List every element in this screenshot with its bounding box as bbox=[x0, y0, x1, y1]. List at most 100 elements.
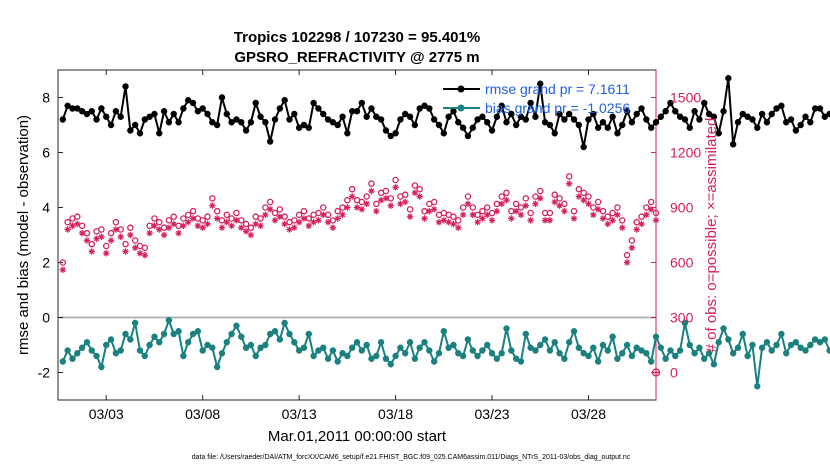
x-tick-label: 03/08 bbox=[185, 406, 220, 422]
rmse-point bbox=[74, 105, 81, 112]
rmse-point bbox=[392, 130, 399, 137]
rmse-point bbox=[729, 141, 737, 148]
rmse-point bbox=[783, 119, 790, 126]
obs-assimilated-point bbox=[541, 217, 549, 224]
rmse-point bbox=[329, 119, 337, 126]
rmse-point bbox=[527, 99, 534, 107]
bias-point bbox=[594, 358, 602, 365]
obs-assimilated-point bbox=[590, 211, 597, 219]
y-left-tick-label: 8 bbox=[42, 90, 50, 106]
bias-point bbox=[310, 352, 317, 360]
rmse-point bbox=[127, 127, 134, 134]
rmse-point bbox=[580, 143, 587, 151]
rmse-point bbox=[324, 116, 332, 123]
rmse-point bbox=[720, 108, 727, 115]
bias-point bbox=[512, 355, 520, 362]
obs-assimilated-point bbox=[242, 228, 250, 235]
rmse-point bbox=[744, 113, 751, 120]
rmse-point bbox=[464, 132, 472, 140]
rmse-point bbox=[103, 113, 110, 120]
rmse-point bbox=[64, 102, 71, 109]
bias-point bbox=[517, 358, 525, 365]
bias-point bbox=[151, 333, 158, 340]
bias-point bbox=[556, 350, 563, 357]
rmse-point bbox=[498, 102, 505, 109]
x-tick-label: 03/18 bbox=[378, 406, 413, 422]
obs-assimilated-point bbox=[517, 211, 525, 219]
bias-point bbox=[112, 350, 120, 357]
rmse-point bbox=[151, 110, 158, 118]
bias-point bbox=[382, 355, 390, 362]
y-left-tick-label: 6 bbox=[42, 145, 50, 161]
rmse-point bbox=[763, 119, 771, 126]
obs-possible-point bbox=[257, 215, 264, 222]
rmse-point bbox=[233, 116, 240, 123]
rmse-point bbox=[305, 124, 312, 131]
bias-point bbox=[778, 330, 785, 338]
rmse-point bbox=[416, 105, 423, 112]
bias-point bbox=[450, 341, 457, 349]
obs-possible-point bbox=[102, 242, 110, 250]
obs-assimilated-point bbox=[493, 207, 501, 215]
obs-possible-point bbox=[127, 224, 134, 231]
obs-assimilated-point bbox=[455, 224, 462, 231]
bias-point bbox=[83, 339, 91, 346]
x-tick-label: 03/23 bbox=[475, 406, 510, 422]
bias-point bbox=[131, 319, 139, 327]
bias-point bbox=[315, 347, 322, 354]
bias-point bbox=[300, 344, 308, 351]
rmse-point bbox=[493, 113, 501, 120]
obs-assimilated-point bbox=[599, 215, 607, 222]
bias-point bbox=[189, 330, 197, 338]
bias-point bbox=[218, 350, 226, 357]
bias-point bbox=[604, 347, 611, 354]
rmse-series bbox=[59, 75, 830, 151]
obs-assimilated-point bbox=[488, 217, 496, 224]
rmse-point bbox=[537, 80, 544, 87]
obs-assimilated-point bbox=[479, 215, 486, 222]
rmse-point bbox=[98, 105, 105, 112]
obs-assimilated-point bbox=[218, 224, 226, 231]
bias-point bbox=[160, 330, 168, 338]
rmse-point bbox=[701, 99, 708, 107]
obs-assimilated-point bbox=[604, 220, 611, 228]
bias-point bbox=[527, 344, 534, 351]
obs-possible-point bbox=[368, 180, 375, 187]
obs-possible-point bbox=[344, 196, 351, 204]
legend-rmse-label: rmse grand pr = 7.1611 bbox=[485, 81, 630, 97]
bias-point bbox=[117, 347, 124, 354]
y-right-tick-labels: 0 300 600 900 1200 1500 bbox=[670, 90, 701, 381]
bias-point bbox=[421, 339, 428, 346]
obs-possible-point bbox=[363, 193, 370, 200]
obs-possible-point bbox=[300, 207, 308, 215]
obs-assimilated-point bbox=[546, 217, 554, 224]
bias-point bbox=[729, 350, 737, 357]
bias-point bbox=[392, 352, 399, 360]
obs-possible-point bbox=[382, 187, 390, 195]
rmse-point bbox=[291, 110, 298, 118]
bias-point bbox=[426, 347, 433, 354]
rmse-point bbox=[768, 110, 775, 118]
obs-assimilated-point bbox=[107, 237, 115, 244]
rmse-point bbox=[189, 99, 197, 107]
obs-possible-point bbox=[98, 226, 105, 233]
bias-point bbox=[710, 361, 718, 368]
rmse-point bbox=[638, 105, 645, 112]
obs-assimilated-point bbox=[300, 215, 308, 222]
rmse-point bbox=[131, 121, 139, 129]
bias-point bbox=[614, 355, 621, 362]
rmse-point bbox=[107, 121, 115, 129]
bias-point bbox=[238, 333, 245, 340]
obs-possible-point bbox=[469, 204, 476, 211]
rmse-point bbox=[459, 124, 467, 131]
bias-point bbox=[652, 333, 660, 340]
bias-point bbox=[720, 325, 727, 332]
rmse-point bbox=[112, 108, 120, 115]
obs-assimilated-point bbox=[609, 217, 616, 224]
obs-assimilated-point bbox=[508, 215, 515, 222]
bias-point bbox=[807, 341, 814, 349]
obs-possible-point bbox=[647, 198, 655, 206]
rmse-point bbox=[387, 132, 394, 140]
obs-assimilated-point bbox=[411, 189, 419, 197]
obs-assimilated-point bbox=[647, 206, 655, 213]
